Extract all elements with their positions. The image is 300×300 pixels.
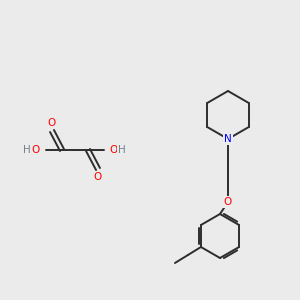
Text: O: O bbox=[224, 197, 232, 207]
Text: H: H bbox=[23, 145, 31, 155]
Text: O: O bbox=[94, 172, 102, 182]
Text: O: O bbox=[48, 118, 56, 128]
Text: O: O bbox=[32, 145, 40, 155]
Text: O: O bbox=[109, 145, 117, 155]
Text: H: H bbox=[118, 145, 126, 155]
Text: N: N bbox=[224, 134, 232, 144]
